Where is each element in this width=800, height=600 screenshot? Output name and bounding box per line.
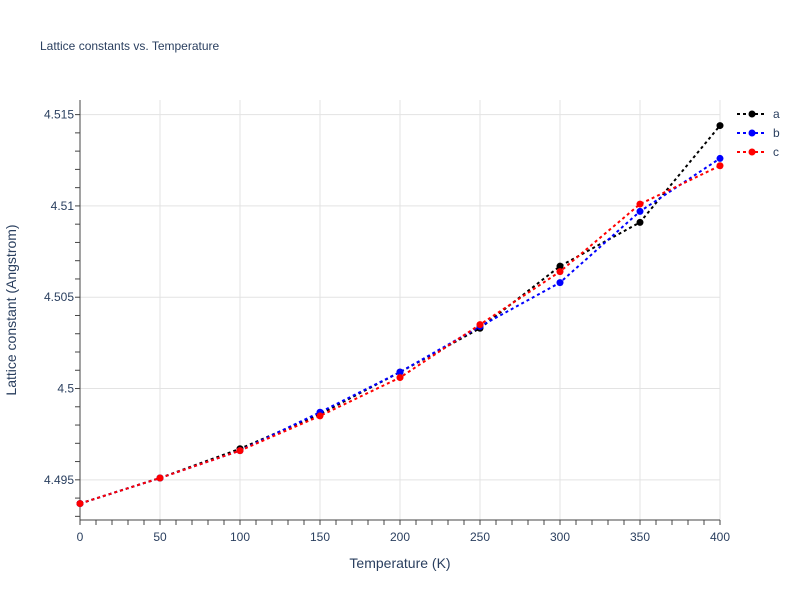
data-point-c [156, 474, 164, 482]
data-point-b [556, 279, 564, 287]
grid [79, 100, 721, 520]
legend-item-a[interactable]: a [737, 107, 780, 121]
x-tick-label: 100 [230, 530, 250, 544]
legend-label: b [773, 126, 780, 140]
x-tick-label: 50 [153, 530, 167, 544]
data-point-c [636, 200, 644, 208]
data-point-c [316, 412, 324, 420]
legend-swatch-marker [748, 129, 756, 137]
legend-item-c[interactable]: c [737, 145, 779, 159]
data-point-c [396, 374, 404, 382]
y-tick-label: 4.5 [57, 382, 74, 396]
legend[interactable]: abc [737, 107, 780, 159]
data-point-c [76, 500, 84, 508]
series-group [76, 122, 724, 508]
y-tick-label: 4.51 [51, 199, 75, 213]
data-point-b [636, 207, 644, 215]
data-point-c [476, 321, 484, 329]
y-tick-label: 4.505 [44, 290, 74, 304]
y-axis-title: Lattice constant (Angstrom) [3, 224, 19, 395]
legend-label: a [773, 107, 780, 121]
data-point-c [236, 447, 244, 455]
data-point-a [636, 218, 644, 226]
y-tick-label: 4.495 [44, 473, 74, 487]
data-point-c [716, 162, 724, 170]
legend-label: c [773, 145, 779, 159]
data-point-c [556, 268, 564, 276]
x-tick-label: 300 [550, 530, 570, 544]
x-tick-label: 0 [77, 530, 84, 544]
x-tick-label: 200 [390, 530, 410, 544]
x-tick-label: 250 [470, 530, 490, 544]
x-tick-label: 400 [710, 530, 730, 544]
data-point-a [556, 262, 564, 270]
data-point-b [396, 368, 404, 376]
chart-title: Lattice constants vs. Temperature [40, 39, 220, 53]
data-point-a [716, 122, 724, 130]
x-tick-label: 150 [310, 530, 330, 544]
series-line-b [79, 157, 721, 505]
x-axis-title: Temperature (K) [349, 555, 450, 571]
x-tick-label: 350 [630, 530, 650, 544]
data-point-b [716, 154, 724, 162]
legend-swatch-marker [748, 110, 756, 118]
series-line-a [79, 124, 721, 505]
y-tick-label: 4.515 [44, 108, 74, 122]
legend-swatch-marker [748, 148, 756, 156]
legend-item-b[interactable]: b [737, 126, 780, 140]
axes: 0 50 100 150 200 250 300 350 400 4.495 4.5 4.505 4.5… [44, 100, 730, 544]
